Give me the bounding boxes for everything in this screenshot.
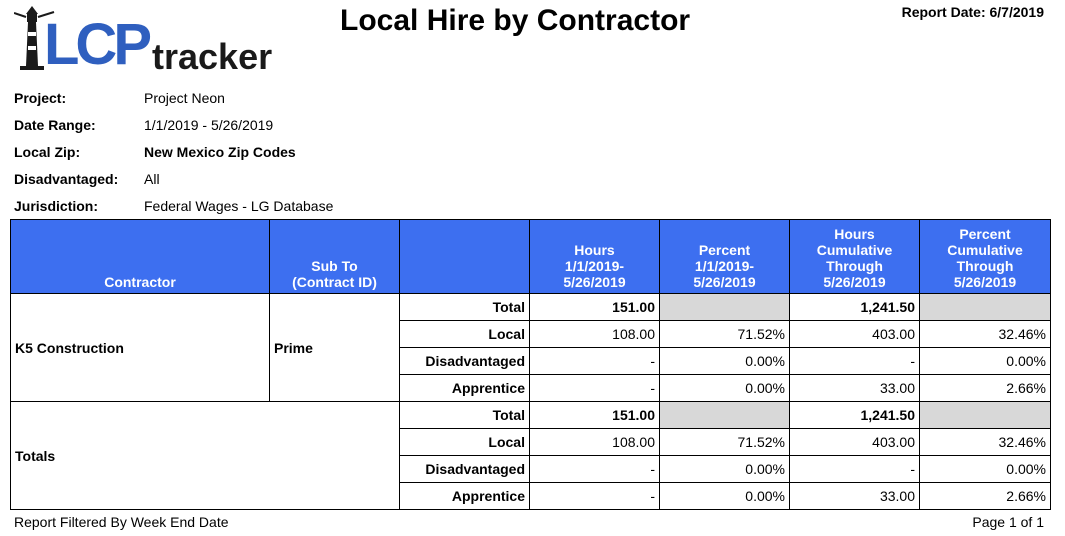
meta-label: Local Zip: xyxy=(14,144,81,160)
hours-cell: 108.00 xyxy=(529,428,660,456)
row-label: Disadvantaged xyxy=(399,455,530,483)
meta-value: All xyxy=(144,171,160,187)
page-number: Page 1 of 1 xyxy=(972,514,1044,530)
row-label: Total xyxy=(399,293,530,321)
meta-value: Project Neon xyxy=(144,90,225,106)
meta-label: Disadvantaged: xyxy=(14,171,119,187)
col-header-hours: Hours 1/1/2019- 5/26/2019 xyxy=(529,219,660,294)
col-header-percent-cumulative: Percent Cumulative Through 5/26/2019 xyxy=(919,219,1051,294)
contractor-name: K5 Construction xyxy=(10,293,270,402)
hours-cumulative-cell: 403.00 xyxy=(789,428,920,456)
row-label: Apprentice xyxy=(399,374,530,402)
hours-cumulative-cell: 403.00 xyxy=(789,320,920,348)
local-hire-table: Contractor Sub To (Contract ID) Hours 1/1/… xyxy=(10,219,1051,510)
meta-label: Project: xyxy=(14,90,67,106)
hours-cumulative-cell: - xyxy=(789,455,920,483)
percent-cumulative-cell xyxy=(919,293,1051,321)
hours-cell: 108.00 xyxy=(529,320,660,348)
row-label: Disadvantaged xyxy=(399,347,530,375)
percent-cell: 0.00% xyxy=(659,482,790,510)
hours-cell: - xyxy=(529,374,660,402)
table-row: Totals Total 151.00 1,241.50 xyxy=(10,401,1051,510)
table-row: Disadvantaged - 0.00% - 0.00% xyxy=(11,347,1051,375)
report-date: Report Date: 6/7/2019 xyxy=(902,4,1044,20)
meta-value: 1/1/2019 - 5/26/2019 xyxy=(144,117,274,133)
percent-cell: 71.52% xyxy=(659,428,790,456)
report-date-value: 6/7/2019 xyxy=(989,4,1045,20)
row-label: Total xyxy=(399,401,530,429)
hours-cell: 151.00 xyxy=(529,401,660,429)
row-label: Apprentice xyxy=(399,482,530,510)
percent-cumulative-cell: 2.66% xyxy=(919,374,1051,402)
hours-cell: - xyxy=(529,455,660,483)
report-parameters: Project: Project Neon Date Range: 1/1/20… xyxy=(14,88,333,223)
hours-cell: 151.00 xyxy=(529,293,660,321)
percent-cumulative-cell: 2.66% xyxy=(919,482,1051,510)
percent-cumulative-cell: 0.00% xyxy=(919,347,1051,375)
meta-row-disadvantaged: Disadvantaged: All xyxy=(14,169,333,196)
sub-to-value: Prime xyxy=(269,293,400,402)
table-row: Apprentice - 0.00% 33.00 2.66% xyxy=(11,374,1051,402)
meta-value: New Mexico Zip Codes xyxy=(144,144,296,160)
percent-cell: 71.52% xyxy=(659,320,790,348)
logo-lcp-text: LCP xyxy=(44,12,150,74)
percent-cumulative-cell: 32.46% xyxy=(919,320,1051,348)
meta-label: Jurisdiction: xyxy=(14,198,99,214)
percent-cell: 0.00% xyxy=(659,455,790,483)
percent-cell: 0.00% xyxy=(659,374,790,402)
meta-value: Federal Wages - LG Database xyxy=(144,198,334,214)
percent-cell xyxy=(659,293,790,321)
row-label: Local xyxy=(399,428,530,456)
meta-row-local-zip: Local Zip: New Mexico Zip Codes xyxy=(14,142,333,169)
totals-label: Totals xyxy=(10,401,400,510)
table-row: Apprentice - 0.00% 33.00 2.66% xyxy=(11,482,1051,510)
filter-note: Report Filtered By Week End Date xyxy=(14,514,229,530)
col-header-row-label xyxy=(399,219,530,294)
hours-cell: - xyxy=(529,482,660,510)
col-header-sub-to: Sub To (Contract ID) xyxy=(269,219,400,294)
hours-cumulative-cell: 33.00 xyxy=(789,482,920,510)
col-header-percent: Percent 1/1/2019- 5/26/2019 xyxy=(659,219,790,294)
meta-label: Date Range: xyxy=(14,117,96,133)
hours-cumulative-cell: 1,241.50 xyxy=(789,293,920,321)
percent-cell xyxy=(659,401,790,429)
percent-cell: 0.00% xyxy=(659,347,790,375)
meta-row-project: Project: Project Neon xyxy=(14,88,333,115)
logo-tracker-text: tracker xyxy=(152,36,272,74)
percent-cumulative-cell: 32.46% xyxy=(919,428,1051,456)
report-date-label: Report Date: xyxy=(901,4,986,20)
row-label: Local xyxy=(399,320,530,348)
table-row: K5 Construction Prime Total 151.00 1,241… xyxy=(10,293,1051,402)
percent-cumulative-cell xyxy=(919,401,1051,429)
report-title: Local Hire by Contractor xyxy=(340,4,691,37)
col-header-hours-cumulative: Hours Cumulative Through 5/26/2019 xyxy=(789,219,920,294)
table-header-row: Contractor Sub To (Contract ID) Hours 1/1/… xyxy=(10,219,1051,294)
lcptracker-logo: LCP tracker xyxy=(13,2,276,77)
lighthouse-icon: LCP tracker xyxy=(13,6,272,77)
hours-cumulative-cell: 33.00 xyxy=(789,374,920,402)
col-header-contractor: Contractor xyxy=(10,219,270,294)
hours-cell: - xyxy=(529,347,660,375)
meta-row-jurisdiction: Jurisdiction: Federal Wages - LG Databas… xyxy=(14,196,333,223)
meta-row-date-range: Date Range: 1/1/2019 - 5/26/2019 xyxy=(14,115,333,142)
hours-cumulative-cell: 1,241.50 xyxy=(789,401,920,429)
percent-cumulative-cell: 0.00% xyxy=(919,455,1051,483)
hours-cumulative-cell: - xyxy=(789,347,920,375)
